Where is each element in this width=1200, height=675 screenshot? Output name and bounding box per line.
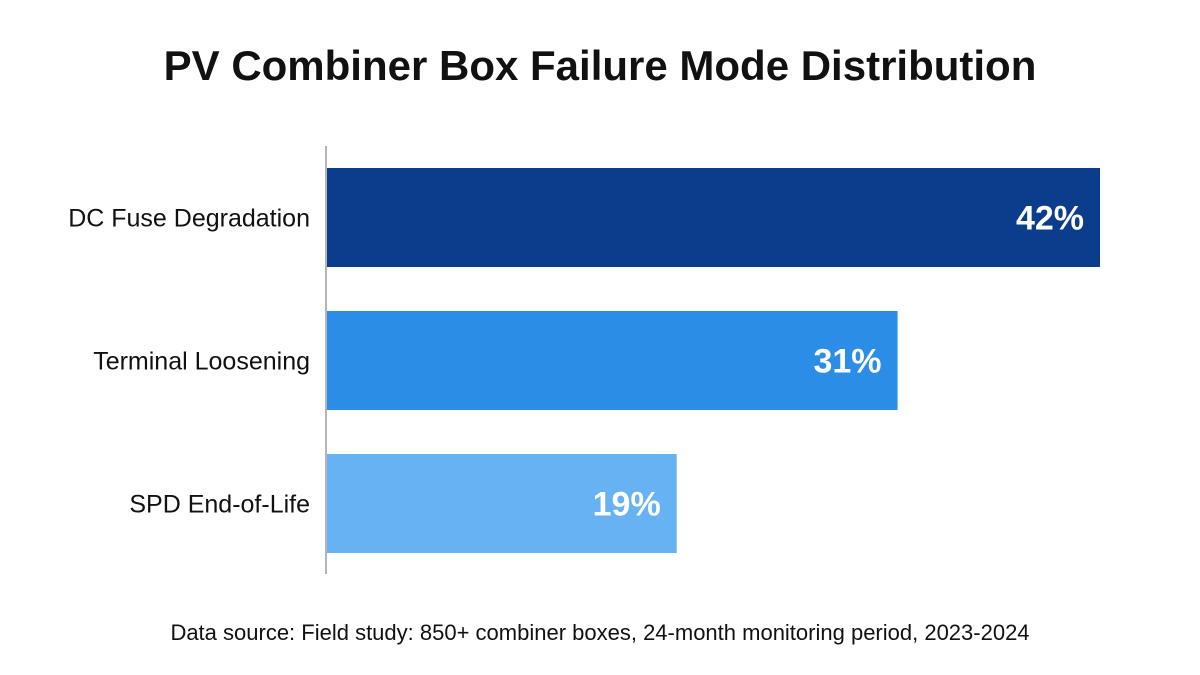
bar-3	[327, 454, 677, 553]
data-source-note: Data source: Field study: 850+ combiner …	[170, 620, 1030, 645]
chart-title: PV Combiner Box Failure Mode Distributio…	[163, 42, 1037, 89]
category-label-1: DC Fuse Degradation	[68, 205, 310, 233]
category-label-3: SPD End-of-Life	[129, 491, 310, 519]
value-label-2: 31%	[813, 343, 881, 381]
bar-chart: DC Fuse Degradation 42% Terminal Loosening…	[68, 146, 1100, 574]
bar-1	[327, 168, 1100, 267]
bars-group: DC Fuse Degradation 42% Terminal Loosening…	[68, 168, 1100, 553]
bar-2	[327, 311, 898, 410]
value-label-1: 42%	[1016, 200, 1084, 238]
category-label-2: Terminal Loosening	[93, 348, 310, 376]
value-label-3: 19%	[593, 486, 661, 524]
